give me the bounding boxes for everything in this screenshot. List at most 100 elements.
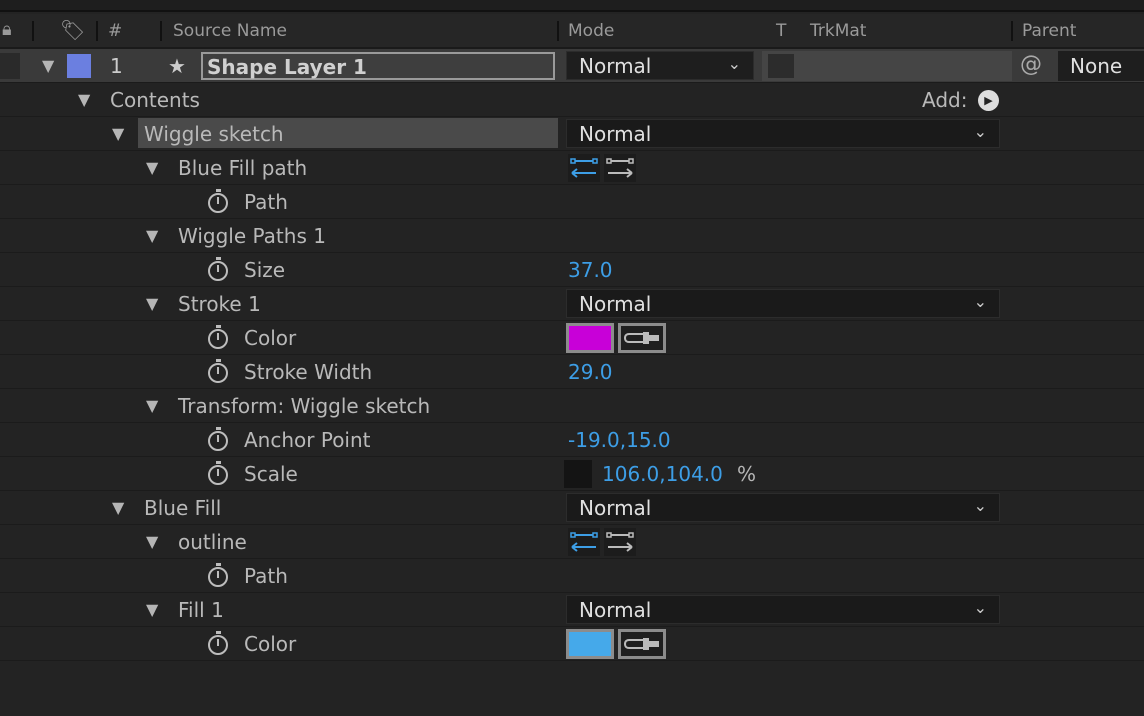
property-value[interactable]: 106.0,104.0 [602, 462, 723, 486]
property-row[interactable]: Path [0, 185, 1144, 219]
property-row[interactable]: Anchor Point -19.0,15.0 [0, 423, 1144, 457]
property-label: Color [244, 632, 297, 656]
property-label: outline [178, 530, 247, 554]
property-row[interactable]: Stroke Width 29.0 [0, 355, 1144, 389]
mode-value: Normal [579, 496, 652, 520]
header-mode[interactable]: Mode [568, 21, 615, 41]
stopwatch-icon[interactable] [208, 189, 228, 213]
top-bar [0, 0, 1144, 12]
t-switch[interactable] [768, 54, 794, 78]
twirl-down-icon[interactable]: ▼ [146, 226, 159, 245]
property-row[interactable]: ▼ Wiggle sketch Normal ⌄ [0, 117, 1144, 151]
property-label: Scale [244, 462, 298, 486]
header-number[interactable]: # [108, 21, 123, 41]
property-label: Blue Fill [144, 496, 222, 520]
property-row[interactable]: ▼ Transform: Wiggle sketch [0, 389, 1144, 423]
color-swatch[interactable] [566, 323, 614, 353]
property-row[interactable]: ▼ Blue Fill Normal ⌄ [0, 491, 1144, 525]
property-label: Wiggle Paths 1 [178, 224, 326, 248]
header-parent[interactable]: Parent [1022, 21, 1077, 41]
property-row[interactable]: Color [0, 627, 1144, 661]
chevron-down-icon: ⌄ [973, 496, 987, 515]
parent-pickwhip-icon[interactable]: @ [1020, 52, 1042, 77]
property-label: Path [244, 190, 288, 214]
chevron-down-icon: ⌄ [727, 54, 741, 73]
reverse-path-off-button[interactable] [604, 154, 636, 182]
property-row[interactable]: ▼ Stroke 1 Normal ⌄ [0, 287, 1144, 321]
property-row[interactable]: ▼ outline [0, 525, 1144, 559]
property-label: Blue Fill path [178, 156, 308, 180]
reverse-path-on-button[interactable] [568, 528, 600, 556]
twirl-down-icon[interactable]: ▼ [42, 56, 55, 75]
property-label: Color [244, 326, 297, 350]
twirl-down-icon[interactable]: ▼ [146, 396, 159, 415]
twirl-down-icon[interactable]: ▼ [146, 532, 159, 551]
twirl-down-icon[interactable]: ▼ [112, 124, 125, 143]
layer-row[interactable]: ▼ 1 ★ Shape Layer 1 Normal ⌄ @ None [0, 49, 1144, 83]
reverse-path-on-button[interactable] [568, 154, 600, 182]
stopwatch-icon[interactable] [208, 427, 228, 451]
parent-dropdown[interactable]: None [1058, 51, 1144, 81]
stopwatch-icon[interactable] [208, 257, 228, 281]
layer-number: 1 [110, 54, 123, 78]
reverse-path-off-button[interactable] [604, 528, 636, 556]
mode-value: Normal [579, 292, 652, 316]
stopwatch-icon[interactable] [208, 359, 228, 383]
twirl-down-icon[interactable]: ▼ [146, 158, 159, 177]
twirl-down-icon[interactable]: ▼ [78, 90, 91, 109]
constrain-proportions-toggle[interactable] [564, 460, 592, 488]
color-swatch[interactable] [566, 629, 614, 659]
add-label: Add: [922, 88, 968, 112]
twirl-down-icon[interactable]: ▼ [146, 294, 159, 313]
eyedropper-icon[interactable] [618, 323, 666, 353]
twirl-down-icon[interactable]: ▼ [146, 600, 159, 619]
stopwatch-icon[interactable] [208, 325, 228, 349]
layer-name-field[interactable]: Shape Layer 1 [201, 52, 555, 80]
property-label: Anchor Point [244, 428, 371, 452]
property-value[interactable]: -19.0,15.0 [568, 428, 671, 452]
stopwatch-icon[interactable] [208, 631, 228, 655]
eyedropper-icon[interactable] [618, 629, 666, 659]
layer-label-color[interactable] [67, 54, 91, 78]
contents-label: Contents [110, 88, 200, 112]
property-row[interactable]: Scale 106.0,104.0% [0, 457, 1144, 491]
mode-value: Normal [579, 122, 652, 146]
lock-switch[interactable] [0, 53, 20, 79]
property-label: Stroke Width [244, 360, 373, 384]
header-trkmat[interactable]: TrkMat [810, 21, 867, 41]
label-tag-icon[interactable]: 🏷︎ [60, 18, 86, 42]
property-row[interactable]: ▼ Fill 1 Normal ⌄ [0, 593, 1144, 627]
blend-mode-dropdown[interactable]: Normal ⌄ [566, 119, 1000, 148]
chevron-down-icon: ⌄ [973, 122, 987, 141]
blend-mode-dropdown[interactable]: Normal ⌄ [566, 493, 1000, 522]
trkmat-dropdown[interactable] [762, 51, 1012, 81]
blend-mode-dropdown[interactable]: Normal ⌄ [566, 595, 1000, 624]
chevron-down-icon: ⌄ [973, 598, 987, 617]
mode-value: Normal [579, 598, 652, 622]
property-label: Fill 1 [178, 598, 224, 622]
property-row[interactable]: ▼ Wiggle Paths 1 [0, 219, 1144, 253]
unit-label: % [737, 462, 757, 486]
layer-mode-dropdown[interactable]: Normal ⌄ [566, 51, 754, 80]
property-label: Stroke 1 [178, 292, 261, 316]
property-value[interactable]: 37.0 [568, 258, 613, 282]
property-row[interactable]: Size 37.0 [0, 253, 1144, 287]
stopwatch-icon[interactable] [208, 461, 228, 485]
header-t[interactable]: T [776, 21, 787, 41]
twirl-down-icon[interactable]: ▼ [112, 498, 125, 517]
mode-value: Normal [579, 54, 652, 78]
column-header: 🔒︎ 🏷︎ # Source Name Mode T TrkMat Parent [0, 14, 1144, 49]
add-menu-button[interactable]: ▶ [978, 90, 999, 111]
property-row[interactable]: Color [0, 321, 1144, 355]
contents-row[interactable]: ▼ Contents Add: ▶ [0, 83, 1144, 117]
property-row[interactable]: ▼ Blue Fill path [0, 151, 1144, 185]
header-source-name[interactable]: Source Name [173, 21, 287, 41]
chevron-down-icon: ⌄ [973, 292, 987, 311]
blend-mode-dropdown[interactable]: Normal ⌄ [566, 289, 1000, 318]
property-label: Transform: Wiggle sketch [178, 394, 431, 418]
shape-star-icon: ★ [168, 54, 186, 78]
property-value[interactable]: 29.0 [568, 360, 613, 384]
stopwatch-icon[interactable] [208, 563, 228, 587]
property-row[interactable]: Path [0, 559, 1144, 593]
lock-icon[interactable]: 🔒︎ [2, 19, 12, 40]
